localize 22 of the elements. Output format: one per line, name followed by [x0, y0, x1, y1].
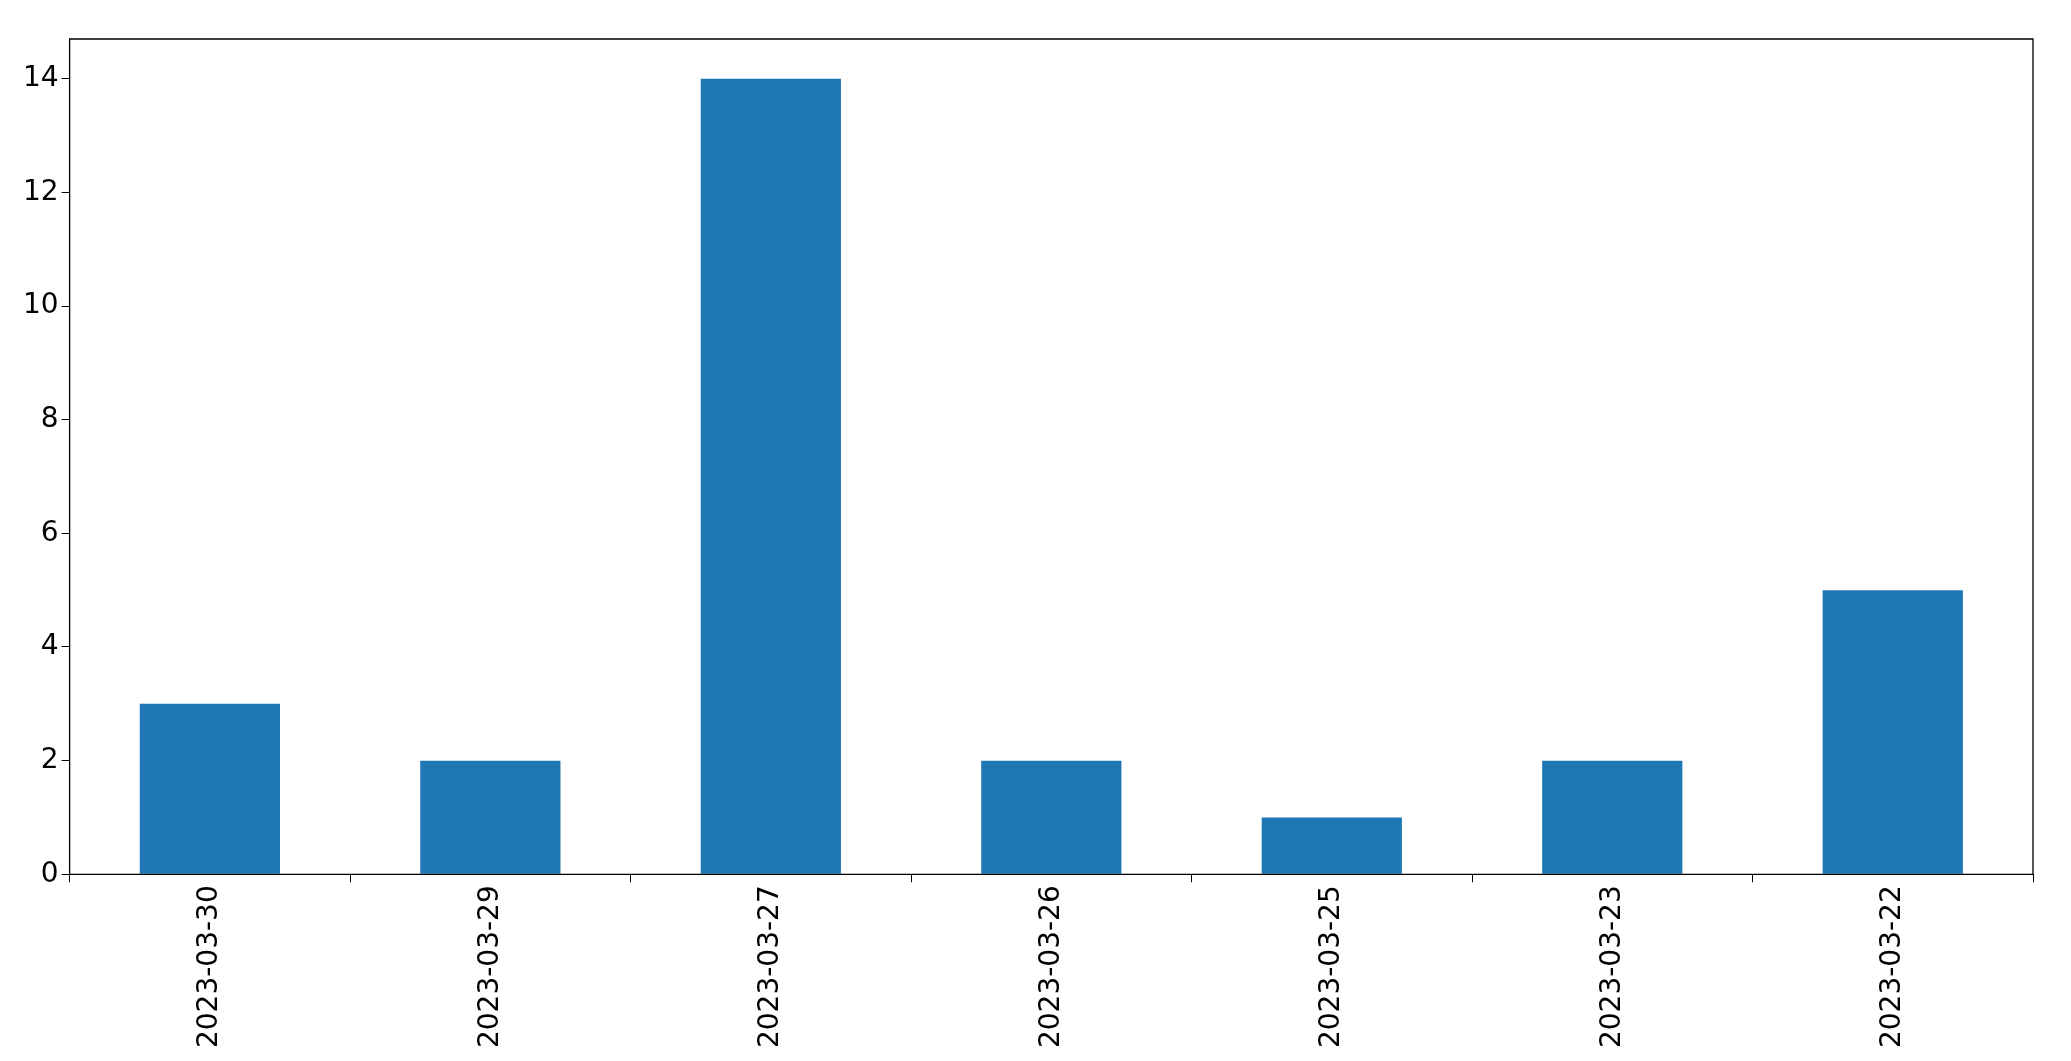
- x-tick-label: 2023-03-30: [191, 885, 225, 1049]
- bar: [139, 703, 280, 874]
- y-tick-label: 14: [22, 60, 59, 94]
- bar: [420, 760, 561, 874]
- x-tick-label: 2023-03-29: [471, 885, 505, 1049]
- y-tick-label: 4: [40, 628, 59, 662]
- x-tick-label: 2023-03-25: [1313, 885, 1347, 1049]
- bar: [1822, 590, 1963, 874]
- x-tick-label: 2023-03-27: [752, 885, 786, 1049]
- y-tick-label: 6: [40, 514, 59, 548]
- bar: [700, 78, 841, 874]
- y-tick-label: 10: [22, 287, 59, 321]
- bar: [1542, 760, 1683, 874]
- y-tick-label: 12: [22, 173, 59, 207]
- y-tick-label: 8: [40, 400, 59, 434]
- x-tick-label: 2023-03-23: [1593, 885, 1627, 1049]
- y-tick-label: 2: [40, 741, 59, 775]
- bar: [1261, 817, 1402, 874]
- x-tick-label: 2023-03-22: [1874, 885, 1908, 1049]
- y-tick-label: 0: [40, 855, 59, 889]
- x-tick-label: 2023-03-26: [1032, 885, 1066, 1049]
- bar: [981, 760, 1122, 874]
